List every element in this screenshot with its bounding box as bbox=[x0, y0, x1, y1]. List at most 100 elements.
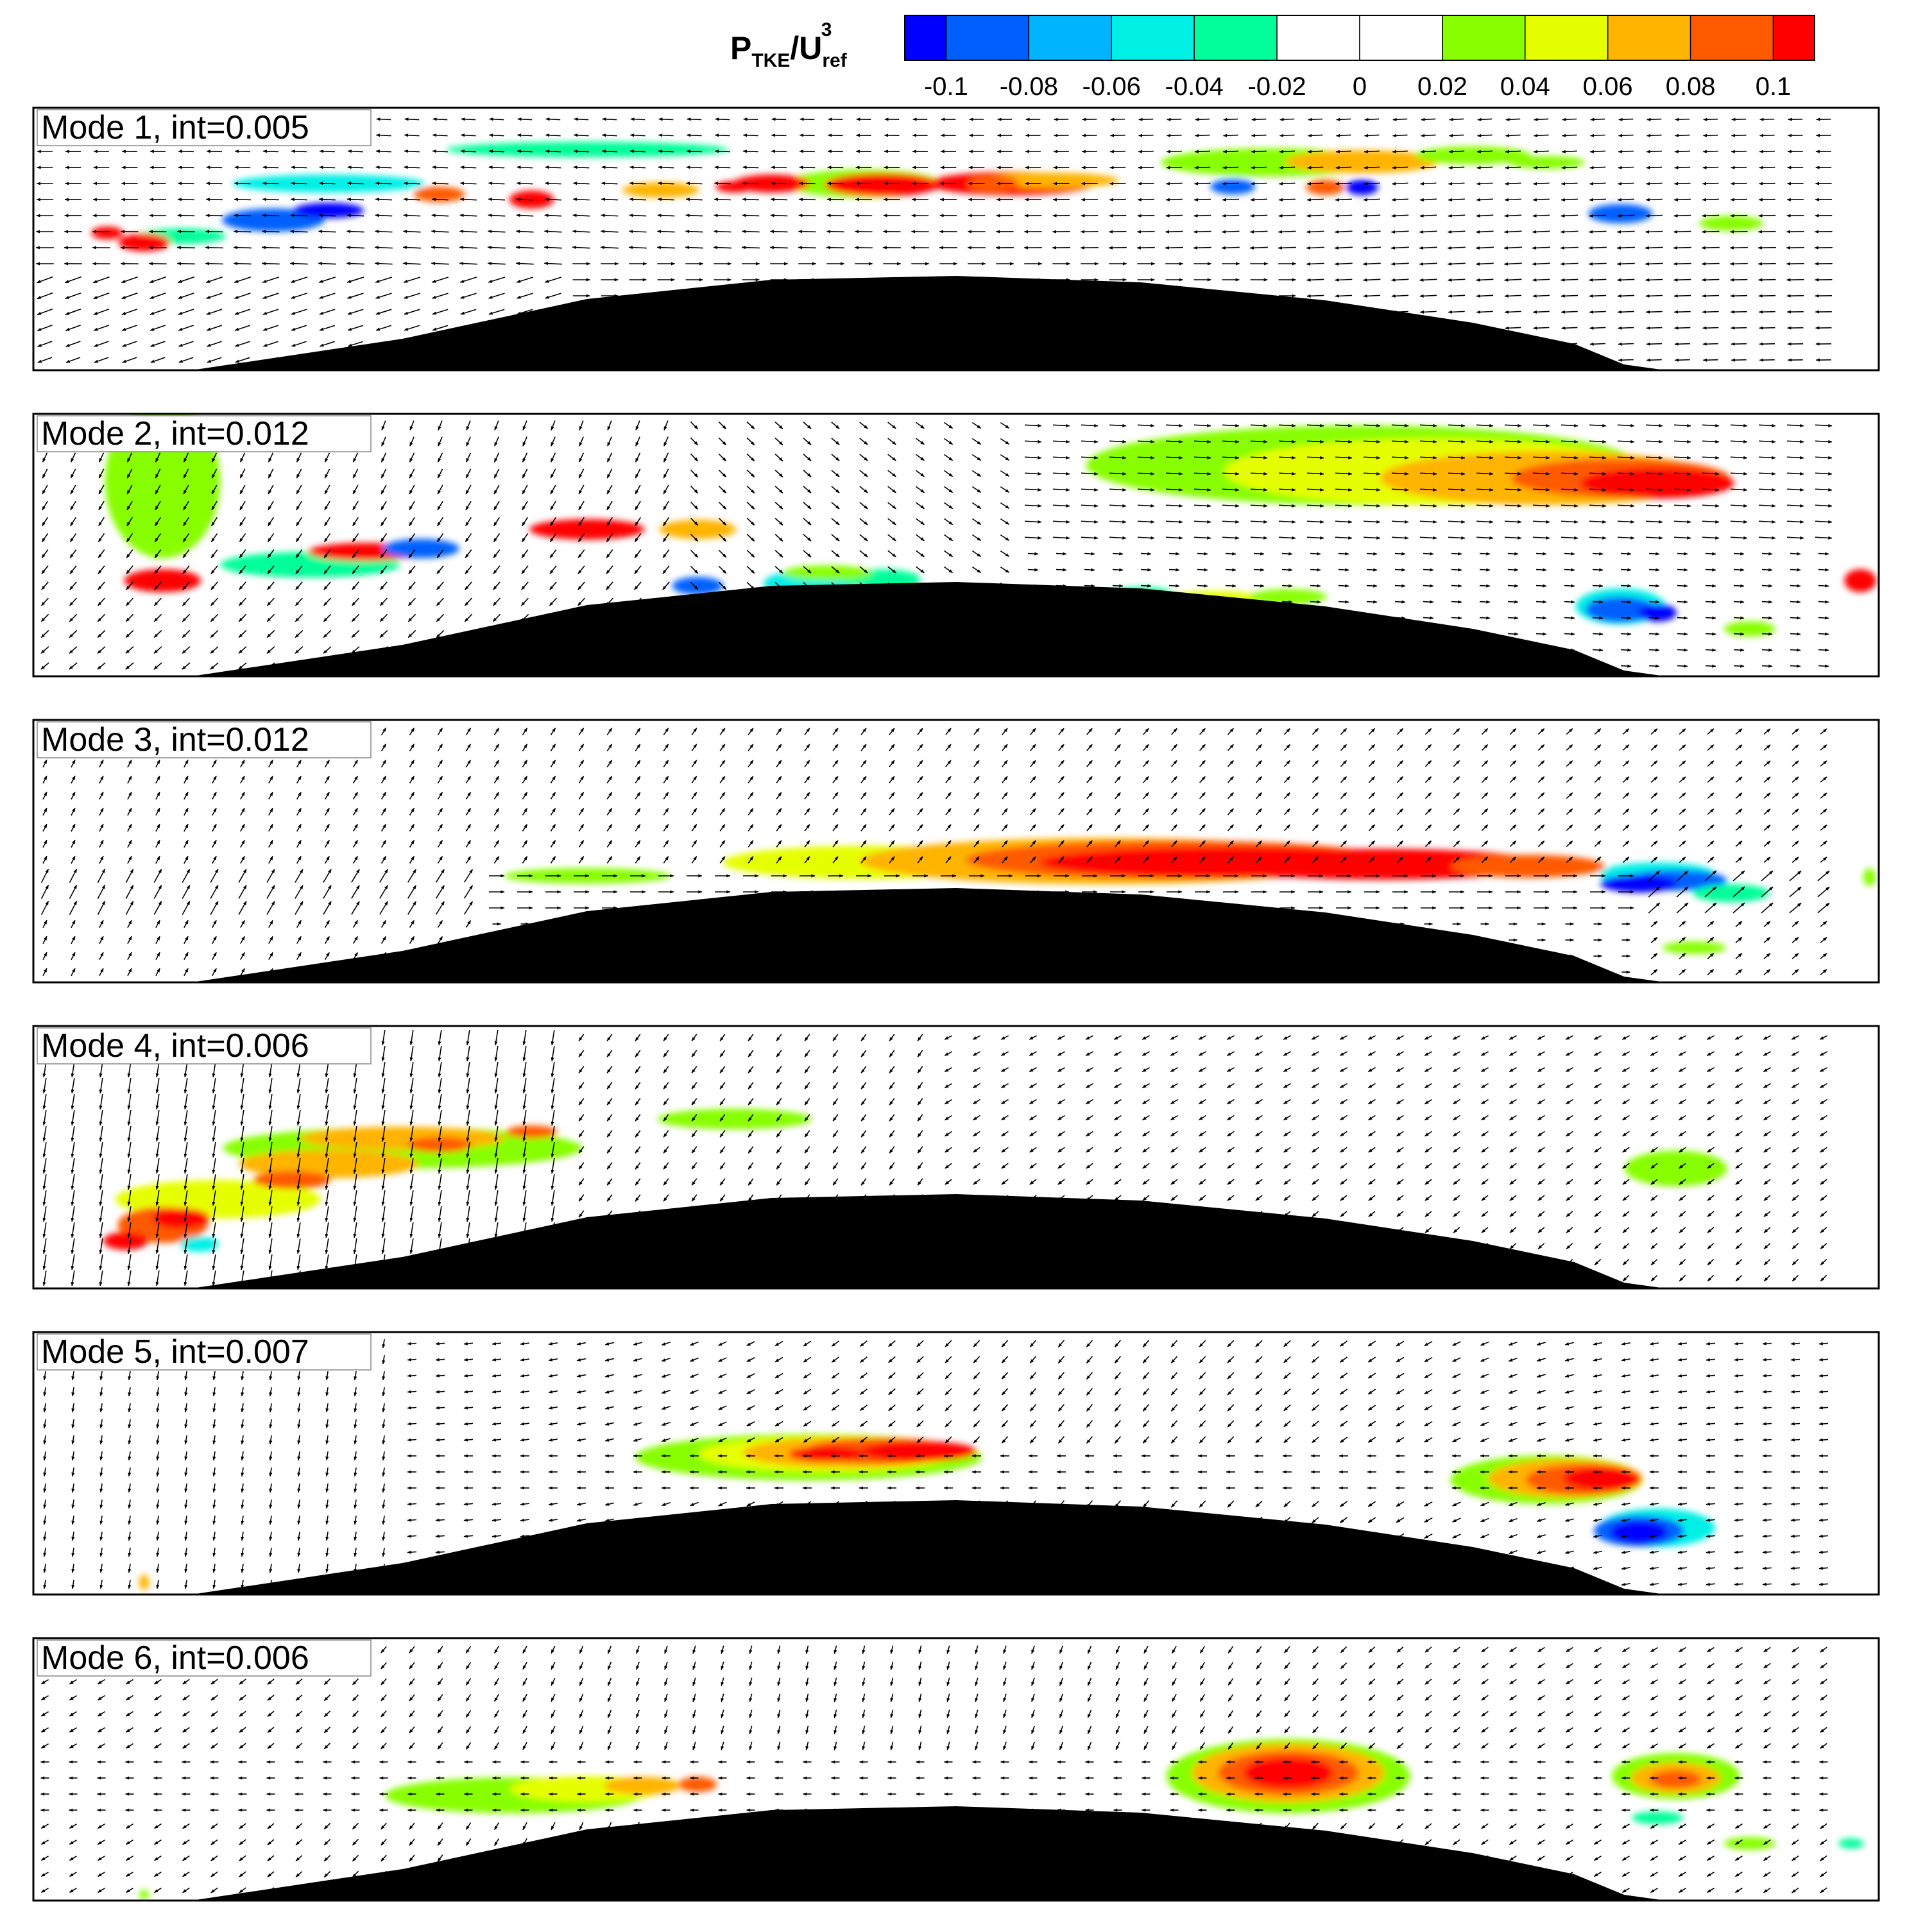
velocity-vector bbox=[1677, 632, 1688, 636]
colorbar-title-main: P bbox=[730, 30, 751, 66]
velocity-vector bbox=[1617, 214, 1635, 218]
velocity-vector bbox=[1705, 600, 1716, 604]
contour-region bbox=[1610, 1521, 1668, 1544]
contour-region bbox=[1563, 1467, 1641, 1490]
velocity-vector bbox=[1648, 664, 1660, 668]
velocity-vector bbox=[1759, 166, 1775, 169]
velocity-vector bbox=[1564, 600, 1575, 604]
velocity-vector bbox=[1818, 1422, 1829, 1426]
velocity-vector bbox=[1818, 1390, 1829, 1394]
velocity-vector bbox=[1620, 632, 1632, 636]
velocity-vector bbox=[1759, 150, 1775, 153]
velocity-vector bbox=[1250, 214, 1268, 218]
velocity-vector bbox=[435, 1422, 445, 1426]
velocity-vector bbox=[1790, 632, 1801, 636]
velocity-vector bbox=[1733, 600, 1745, 604]
velocity-vector bbox=[827, 133, 843, 137]
velocity-vector bbox=[289, 246, 308, 250]
colorbar-title-sub2: ref bbox=[822, 50, 847, 71]
velocity-vector bbox=[1702, 326, 1719, 330]
panel-label: Mode 2, int=0.012 bbox=[41, 415, 309, 452]
colorbar-title-slash: /U bbox=[790, 30, 822, 66]
velocity-vector bbox=[1730, 326, 1747, 330]
contour-region bbox=[1844, 569, 1877, 592]
velocity-vector bbox=[1617, 310, 1634, 314]
velocity-vector bbox=[715, 117, 730, 121]
colorbar-swatch bbox=[1193, 15, 1278, 61]
velocity-vector bbox=[1620, 616, 1632, 620]
velocity-vector bbox=[1109, 133, 1125, 137]
velocity-vector bbox=[1110, 117, 1125, 121]
contour-region bbox=[1662, 941, 1727, 954]
velocity-vector bbox=[1818, 1502, 1829, 1506]
velocity-vector bbox=[629, 182, 646, 185]
velocity-vector bbox=[1590, 117, 1605, 121]
velocity-vector bbox=[289, 262, 308, 266]
velocity-vector bbox=[435, 1374, 445, 1378]
mode-panel: Mode 3, int=0.012 bbox=[32, 719, 1880, 984]
velocity-vector bbox=[1674, 342, 1691, 346]
velocity-vector bbox=[1507, 632, 1519, 636]
velocity-vector bbox=[1250, 182, 1267, 185]
velocity-vector bbox=[1251, 150, 1267, 153]
velocity-vector bbox=[1762, 1390, 1772, 1394]
velocity-vector bbox=[685, 182, 703, 185]
velocity-vector bbox=[1762, 1406, 1772, 1410]
velocity-vector bbox=[1222, 214, 1240, 218]
velocity-vector bbox=[1702, 150, 1718, 153]
velocity-vector bbox=[1731, 166, 1747, 169]
colorbar-tick-label: 0.08 bbox=[1666, 73, 1716, 101]
velocity-vector bbox=[1479, 600, 1491, 604]
velocity-vector bbox=[1731, 342, 1747, 346]
velocity-vector bbox=[714, 150, 730, 153]
velocity-vector bbox=[1195, 117, 1210, 121]
velocity-vector bbox=[262, 166, 279, 169]
velocity-vector bbox=[1762, 1374, 1772, 1378]
velocity-vector bbox=[1109, 150, 1125, 153]
velocity-vector bbox=[1645, 278, 1663, 282]
velocity-vector bbox=[685, 214, 703, 218]
velocity-vector bbox=[1138, 133, 1154, 137]
colorbar-swatch bbox=[1028, 15, 1113, 61]
velocity-vector bbox=[407, 1374, 417, 1378]
velocity-vector bbox=[1138, 166, 1154, 169]
velocity-vector bbox=[657, 198, 674, 201]
velocity-vector bbox=[1366, 600, 1378, 604]
velocity-vector bbox=[1589, 310, 1606, 314]
velocity-vector bbox=[1561, 182, 1578, 185]
contour-region bbox=[382, 539, 459, 558]
velocity-vector bbox=[827, 166, 844, 169]
velocity-vector bbox=[1564, 616, 1575, 620]
velocity-vector bbox=[1620, 648, 1632, 652]
colorbar-tick-label: -0.1 bbox=[924, 73, 968, 101]
velocity-vector bbox=[1731, 133, 1747, 137]
velocity-vector bbox=[1535, 616, 1547, 620]
velocity-vector bbox=[1618, 358, 1634, 362]
velocity-vector bbox=[1589, 198, 1606, 201]
velocity-vector bbox=[828, 117, 843, 121]
velocity-vector bbox=[1674, 166, 1691, 169]
velocity-vector bbox=[435, 1390, 445, 1394]
panel-label: Mode 4, int=0.006 bbox=[41, 1027, 309, 1064]
velocity-vector bbox=[435, 1406, 445, 1410]
velocity-vector bbox=[1564, 632, 1575, 636]
velocity-vector bbox=[1677, 600, 1688, 604]
velocity-vector bbox=[319, 166, 336, 169]
velocity-vector bbox=[1221, 230, 1240, 234]
velocity-vector bbox=[1592, 600, 1603, 604]
velocity-vector bbox=[1648, 632, 1660, 636]
velocity-vector bbox=[1616, 278, 1635, 282]
velocity-vector bbox=[1281, 600, 1293, 604]
contour-region bbox=[139, 1575, 150, 1590]
velocity-vector bbox=[1618, 166, 1634, 169]
velocity-vector bbox=[1761, 664, 1773, 668]
velocity-vector bbox=[686, 133, 702, 137]
velocity-vector bbox=[1705, 616, 1716, 620]
velocity-vector bbox=[771, 117, 787, 121]
velocity-vector bbox=[1279, 117, 1295, 121]
velocity-vector bbox=[1646, 150, 1662, 153]
velocity-vector bbox=[1338, 600, 1349, 604]
contour-region bbox=[1346, 180, 1378, 195]
colorbar-swatch bbox=[1359, 15, 1443, 61]
contour-region bbox=[1638, 604, 1677, 622]
